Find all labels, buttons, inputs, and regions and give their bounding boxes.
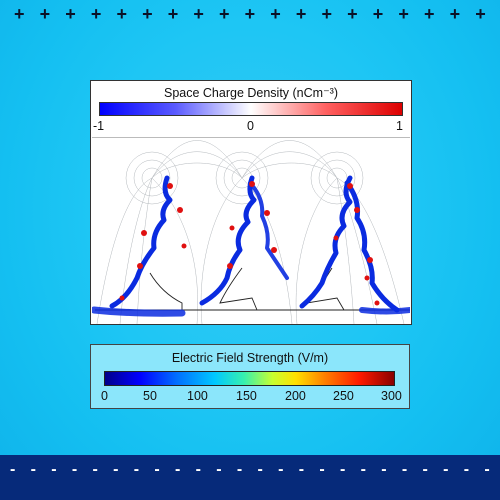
anode-charge-row: + + + + + + + + + + + + + + + + + + + [0, 4, 500, 24]
electrode-outlines [95, 267, 410, 311]
field-strength-tick-250: 250 [333, 389, 354, 403]
field-strength-colorbar [104, 371, 395, 386]
field-strength-tick-200: 200 [285, 389, 306, 403]
positive-charge-sign: + [475, 4, 486, 24]
positive-charge-sign: + [398, 4, 409, 24]
negative-charge-sign: - [257, 461, 263, 478]
positive-charge-sign: + [372, 4, 384, 24]
cathode-charge-row: ------------------------ [0, 461, 500, 478]
negative-charge-sign: - [360, 461, 366, 478]
space-charge-colorbar [99, 102, 403, 116]
negative-charge-sign: - [10, 461, 16, 478]
positive-charge-sign: + [116, 4, 128, 24]
field-strength-tick-50: 50 [143, 389, 157, 403]
negative-charge-sign: - [216, 461, 222, 478]
negative-charge-sign: - [484, 461, 490, 478]
negative-charge-sign: - [71, 461, 78, 478]
positive-charge-sign: + [219, 4, 230, 24]
field-strength-tick-100: 100 [187, 389, 208, 403]
positive-charge-sign: + [347, 4, 358, 24]
negative-charge-sign: - [401, 461, 408, 478]
positive-charge-sign: + [270, 4, 281, 24]
negative-charge-sign: - [30, 461, 36, 478]
negative-charge-sign: - [92, 461, 98, 478]
negative-charge-sign: - [195, 461, 201, 478]
negative-charge-sign: - [175, 461, 181, 478]
simulation-plot [92, 137, 410, 324]
negative-charge-sign: - [298, 461, 305, 478]
negative-charge-sign: - [319, 461, 325, 478]
field-strength-tick-0: 0 [101, 389, 108, 403]
positive-charge-sign: + [39, 4, 51, 24]
space-charge-panel: Space Charge Density (nCm⁻³) -1 0 1 [90, 80, 412, 325]
space-charge-min-label: -1 [93, 119, 105, 133]
positive-charge-sign: + [424, 4, 435, 24]
positive-charge-sign: + [90, 4, 102, 24]
field-strength-tick-300: 300 [381, 389, 402, 403]
field-strength-tick-150: 150 [236, 389, 257, 403]
positive-charge-sign: + [14, 4, 25, 24]
negative-charge-sign: - [133, 461, 140, 478]
negative-charge-sign: - [236, 461, 243, 478]
positive-charge-sign: + [244, 4, 256, 24]
negative-charge-sign: - [443, 461, 449, 478]
positive-charge-sign: + [65, 4, 76, 24]
positive-charge-sign: + [193, 4, 204, 24]
negative-charge-sign: - [422, 461, 428, 478]
field-strength-panel: Electric Field Strength (V/m) 0 50 100 1… [90, 344, 410, 409]
field-strength-title: Electric Field Strength (V/m) [171, 351, 329, 365]
negative-charge-sign: - [51, 461, 57, 478]
negative-charge-sign: - [463, 461, 470, 478]
positive-charge-sign: + [142, 4, 153, 24]
negative-charge-sign: - [381, 461, 387, 478]
space-charge-mid-label: 0 [247, 119, 254, 133]
positive-charge-sign: + [321, 4, 333, 24]
negative-charge-sign: - [113, 461, 119, 478]
cathode-ground-plane: ------------------------ [0, 455, 500, 500]
positive-charge-sign: + [449, 4, 461, 24]
negative-charge-sign: - [340, 461, 346, 478]
space-charge-max-label: 1 [396, 119, 403, 133]
negative-charge-sign: - [154, 461, 160, 478]
space-charge-title: Space Charge Density (nCm⁻³) [163, 86, 339, 100]
negative-charge-sign: - [278, 461, 284, 478]
positive-charge-sign: + [167, 4, 179, 24]
positive-charge-sign: + [295, 4, 307, 24]
positive-charge-spots [119, 181, 380, 306]
negative-charge-streamers [92, 175, 410, 317]
